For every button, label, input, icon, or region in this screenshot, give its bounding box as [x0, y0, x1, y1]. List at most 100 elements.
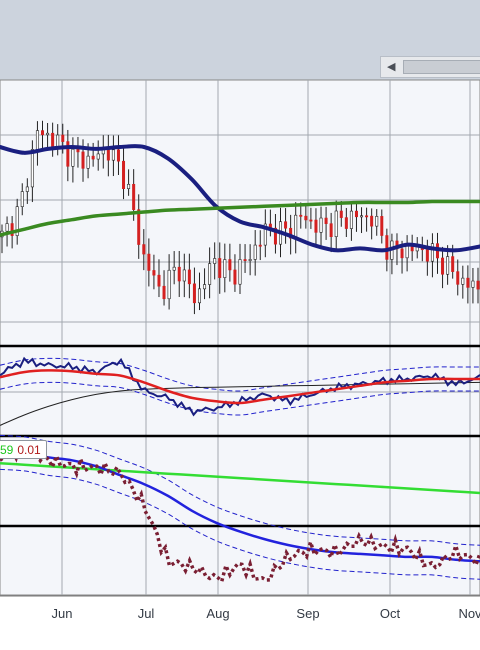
candle-body-19 [96, 153, 100, 160]
candle-body-37 [187, 269, 191, 285]
candle-14 [71, 137, 75, 183]
candle-1 [5, 216, 9, 247]
candle-4 [20, 183, 24, 216]
candle-body-94 [476, 280, 480, 290]
candle-56 [284, 208, 288, 244]
candle-28 [142, 229, 146, 271]
candle-body-79 [400, 248, 404, 259]
candle-body-40 [203, 284, 207, 290]
candle-body-44 [223, 259, 227, 278]
x-tick-label-1: Jul [138, 606, 155, 621]
candle-61 [309, 207, 313, 229]
candle-90 [456, 259, 460, 296]
candle-body-21 [106, 148, 110, 161]
candle-52 [263, 209, 267, 258]
candle-body-72 [365, 215, 369, 218]
candle-body-11 [56, 134, 60, 148]
candle-body-71 [360, 215, 364, 218]
candle-60 [304, 203, 308, 229]
candle-30 [152, 254, 156, 290]
candle-body-18 [91, 155, 95, 160]
candle-59 [299, 202, 303, 229]
candle-19 [96, 140, 100, 171]
candle-45 [228, 243, 232, 282]
x-tick-label-0: Jun [52, 606, 73, 621]
candle-42 [213, 242, 217, 280]
candle-31 [157, 259, 161, 298]
candle-68 [344, 207, 348, 238]
candle-37 [187, 253, 191, 299]
osc-average-line [0, 369, 480, 405]
legend-value-a: 59 [0, 443, 14, 457]
candle-body-5 [25, 186, 29, 192]
oscillator-panel [0, 356, 480, 426]
candle-body-1 [5, 223, 9, 232]
candle-body-50 [253, 244, 257, 260]
candle-body-12 [61, 134, 65, 142]
x-tick-label-2: Aug [206, 606, 229, 621]
candle-body-35 [177, 266, 181, 282]
candle-40 [203, 268, 207, 300]
candle-body-33 [167, 269, 171, 300]
candle-5 [25, 178, 29, 204]
x-tick-label-5: Nov [458, 606, 480, 621]
stoch-upper-band [0, 434, 480, 546]
candle-body-51 [258, 244, 262, 247]
candle-body-87 [441, 257, 445, 275]
candle-body-36 [182, 269, 186, 282]
candle-75 [380, 209, 384, 244]
candle-46 [233, 254, 237, 292]
candle-body-91 [461, 277, 465, 285]
candle-body-75 [380, 216, 384, 236]
candle-body-85 [430, 243, 434, 262]
candle-body-25 [127, 183, 131, 189]
candle-body-60 [304, 215, 308, 221]
candle-65 [329, 212, 333, 253]
stoch-dotted-line [0, 438, 480, 585]
scroll-left-arrow-icon[interactable]: ◀ [387, 61, 396, 73]
candle-body-67 [339, 210, 343, 218]
candle-body-92 [466, 277, 470, 288]
candle-51 [258, 230, 262, 261]
candle-62 [314, 208, 318, 246]
candle-body-65 [329, 223, 333, 237]
candle-91 [461, 265, 465, 299]
candle-body-15 [76, 148, 80, 153]
candle-body-54 [273, 227, 277, 245]
candle-body-88 [446, 256, 450, 275]
chart-background [0, 79, 480, 650]
candle-94 [476, 267, 480, 304]
candle-body-90 [456, 271, 460, 285]
candle-92 [466, 265, 470, 304]
scroll-thumb[interactable] [403, 60, 480, 74]
candle-87 [441, 246, 445, 289]
candle-13 [66, 129, 70, 182]
candle-body-49 [248, 259, 252, 261]
horizontal-scrollbar[interactable]: ◀ [380, 56, 480, 78]
candle-body-46 [233, 269, 237, 285]
candle-9 [46, 123, 50, 148]
candle-body-42 [213, 258, 217, 264]
price-ma-line-0 [0, 144, 480, 253]
candle-body-2 [10, 223, 14, 236]
candle-29 [147, 238, 151, 287]
x-axis: Jun Jul Aug Sep Oct Nov [52, 606, 480, 621]
candle-body-13 [66, 141, 70, 167]
candle-body-93 [471, 280, 475, 288]
candle-body-10 [51, 132, 55, 148]
candle-body-14 [71, 148, 75, 167]
candle-body-34 [172, 266, 176, 271]
candle-48 [243, 244, 247, 273]
candle-body-84 [425, 249, 429, 262]
candle-body-27 [137, 209, 141, 245]
candle-body-29 [147, 253, 151, 271]
candle-body-9 [46, 132, 50, 136]
candle-body-52 [263, 223, 267, 246]
candle-35 [177, 250, 181, 297]
candle-43 [218, 242, 222, 294]
candle-72 [365, 207, 369, 232]
candle-body-32 [162, 285, 166, 300]
stochastic-panel [0, 434, 480, 585]
candle-body-48 [243, 259, 247, 261]
candle-body-62 [314, 219, 318, 233]
